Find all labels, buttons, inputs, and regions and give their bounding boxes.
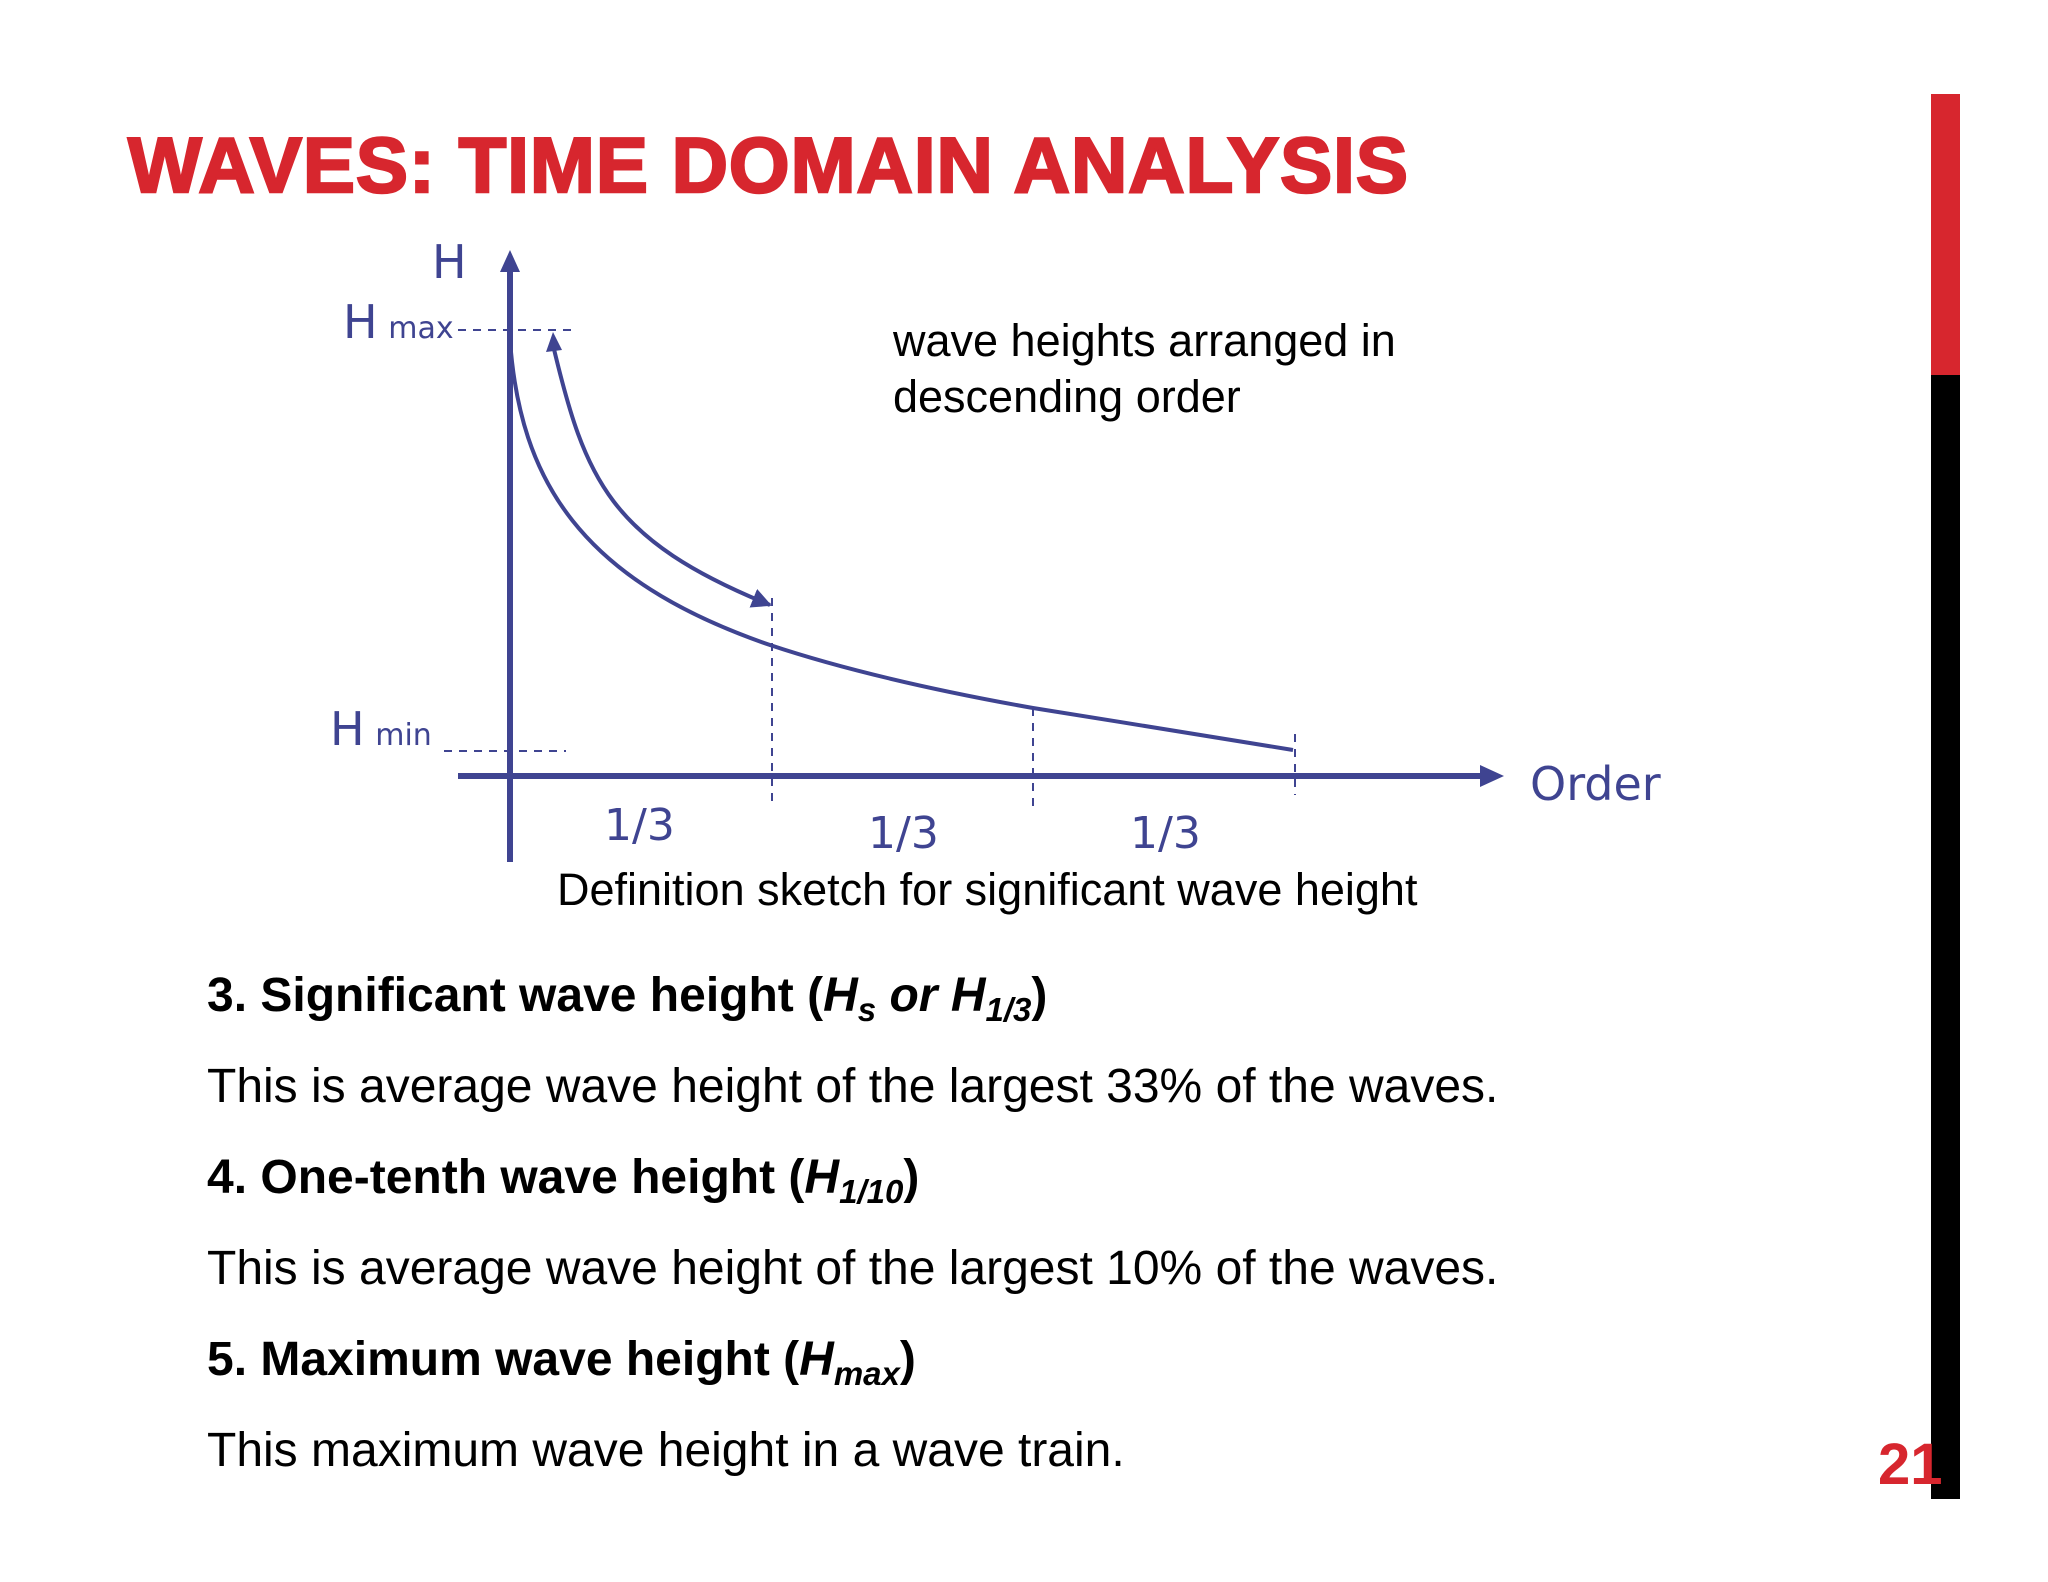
diagram-caption: Definition sketch for significant wave h… <box>557 864 1418 915</box>
item-3-symbol-hs: H <box>823 969 858 1022</box>
item-maximum-wave-height-heading: 5. Maximum wave height (Hmax) <box>207 1332 916 1390</box>
item-one-tenth-wave-height-heading: 4. One-tenth wave height (H1/10) <box>207 1150 920 1208</box>
hmax-label: H max <box>343 295 454 349</box>
item-5-subscript: max <box>833 1355 900 1392</box>
item-3-symbol-h13: H <box>950 969 986 1022</box>
item-3-subscript-s: s <box>857 991 877 1028</box>
segment-label-3: 1/3 <box>1130 808 1201 859</box>
side-accent-bar-black <box>1931 375 1960 1499</box>
hmin-label-symbol: H <box>330 702 365 756</box>
x-axis-label: Order <box>1530 757 1661 811</box>
top-third-arrow-tip <box>546 332 562 352</box>
item-3-or: or <box>876 969 951 1022</box>
y-axis-arrowhead <box>500 250 520 272</box>
item-significant-wave-height-description: This is average wave height of the large… <box>207 1060 1499 1113</box>
segment-label-1: 1/3 <box>604 800 675 851</box>
item-4-subscript: 1/10 <box>839 1173 904 1210</box>
item-4-close-paren: ) <box>903 1151 920 1204</box>
item-5-title: 5. Maximum wave height ( <box>207 1333 800 1386</box>
hmax-label-subscript: max <box>388 311 453 346</box>
annotation-line-2: descending order <box>893 371 1241 422</box>
item-significant-wave-height-heading: 3. Significant wave height (Hs or H1/3) <box>207 968 1048 1026</box>
y-axis-label: H <box>432 235 467 289</box>
item-maximum-wave-height-description: This maximum wave height in a wave train… <box>207 1424 1125 1477</box>
item-3-close-paren: ) <box>1031 969 1048 1022</box>
hmin-label-subscript: min <box>375 718 432 753</box>
item-4-symbol: H <box>804 1151 840 1204</box>
item-one-tenth-wave-height-description: This is average wave height of the large… <box>207 1242 1499 1295</box>
hmax-label-symbol: H <box>343 295 378 349</box>
hmin-label: H min <box>330 702 432 756</box>
page-number: 21 <box>1878 1432 1943 1497</box>
diagram-annotation: wave heights arranged in descending orde… <box>893 313 1396 425</box>
item-5-symbol: H <box>799 1333 834 1386</box>
segment-label-2: 1/3 <box>868 808 939 859</box>
side-accent-bar-red <box>1931 94 1960 375</box>
item-4-title: 4. One-tenth wave height ( <box>207 1151 805 1204</box>
item-3-subscript-13: 1/3 <box>985 991 1032 1028</box>
slide-title: WAVES: TIME DOMAIN ANALYSIS <box>127 121 1409 209</box>
top-third-arrow <box>551 344 772 608</box>
item-3-title: 3. Significant wave height ( <box>207 969 824 1022</box>
descending-wave-height-curve <box>508 339 1294 752</box>
annotation-line-1: wave heights arranged in <box>893 315 1396 366</box>
item-5-close-paren: ) <box>899 1333 916 1386</box>
x-axis-arrowhead <box>1480 765 1504 787</box>
